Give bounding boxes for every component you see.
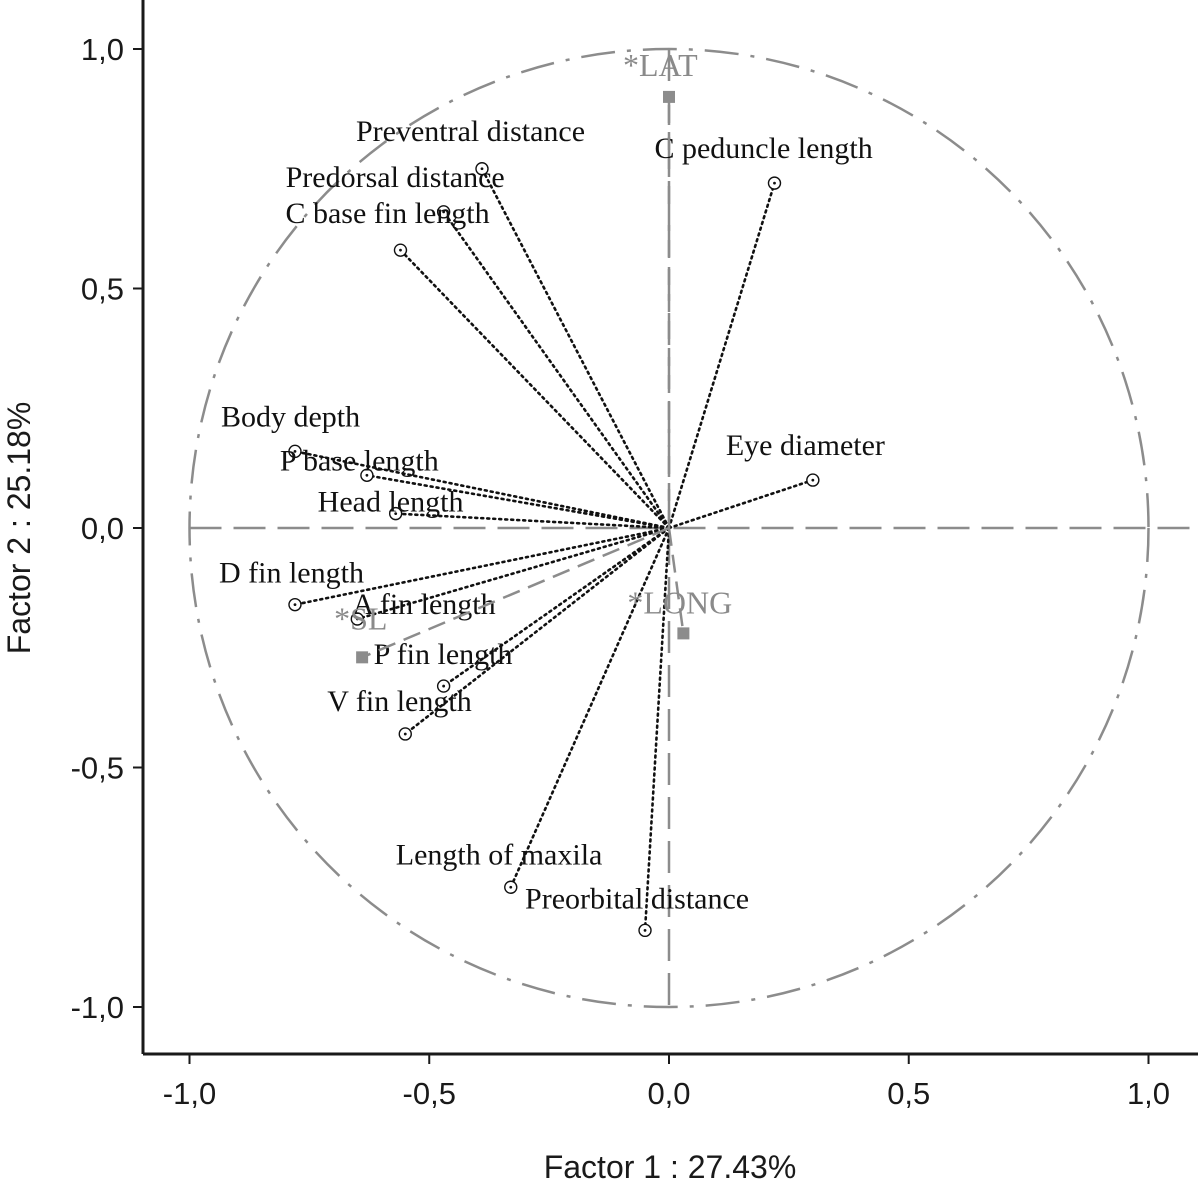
y-tick-label: 0,5: [81, 272, 124, 307]
ticks: -1,0 -0,5 0,0 0,5 1,0 1,0 0,5 0,0 -0,5 -1,0: [71, 32, 1170, 1111]
y-tick-label: -0,5: [71, 751, 124, 786]
variable-point-center: [355, 617, 359, 621]
y-tick-label: -1,0: [71, 990, 124, 1025]
loading-vector: [509, 526, 671, 889]
x-tick-label: 0,5: [887, 1076, 930, 1111]
x-tick-label: 1,0: [1127, 1076, 1170, 1111]
supplementary-vector: [361, 526, 670, 659]
loading-vector: [667, 478, 815, 530]
loading-vector: [394, 512, 671, 530]
x-tick-label: -1,0: [163, 1076, 216, 1111]
supplementary-label: *LAT: [623, 47, 698, 83]
loading-vector: [442, 210, 671, 530]
variable-label: P base length: [280, 444, 439, 477]
loading-vector: [480, 167, 671, 530]
loading-vector: [667, 181, 776, 530]
variable-label: Preorbital distance: [525, 882, 749, 915]
variable-label: Length of maxila: [396, 838, 603, 871]
supplementary-vector: [667, 527, 685, 634]
loading-vector: [293, 450, 671, 530]
variable-point-center: [442, 210, 446, 214]
loading-vector: [365, 474, 671, 530]
loading-vector: [403, 526, 671, 736]
variable-label: C peduncle length: [654, 132, 872, 165]
variable-point-center: [442, 684, 446, 688]
supplementary-point: [663, 90, 675, 103]
variable-label: Eye diameter: [726, 429, 885, 462]
supplementary-label: *LONG: [627, 584, 732, 620]
loading-vector: [293, 526, 671, 606]
variable-label: D fin length: [219, 557, 364, 590]
variable-point-center: [394, 512, 398, 516]
variable-point-center: [509, 885, 513, 889]
loading-vector: [356, 526, 671, 621]
variable-point-center: [293, 603, 297, 607]
variable-point-center: [643, 928, 647, 932]
variable-label: Head length: [318, 486, 464, 519]
variable-label: A fin length: [352, 588, 495, 621]
y-tick-label: 0,0: [81, 511, 124, 546]
variable-label: Body depth: [221, 400, 360, 433]
loading-vector: [399, 248, 671, 530]
variable-label: V fin length: [327, 685, 471, 718]
variable-point-center: [293, 449, 297, 453]
supplementary-point: [677, 627, 690, 640]
x-tick-label: 0,0: [647, 1076, 690, 1111]
variable-label: Predorsal distance: [286, 161, 505, 194]
loading-vector: [643, 526, 671, 932]
supplementary-point: [356, 651, 369, 664]
variable-label: C base fin length: [285, 197, 489, 230]
variable-point-center: [399, 248, 402, 252]
variable-point-center: [365, 473, 369, 477]
variable-point-center: [811, 478, 815, 482]
variable-label: Preventral distance: [356, 115, 585, 148]
variable-label: P fin length: [374, 638, 513, 671]
x-tick-label: -0,5: [403, 1076, 456, 1111]
variable-point-center: [480, 167, 484, 171]
x-axis-title: Factor 1 : 27.43%: [544, 1149, 797, 1185]
variable-point-center: [773, 181, 776, 185]
supplementary-label: *SL: [334, 600, 387, 636]
variable-point-center: [403, 732, 407, 736]
y-axis-title: Factor 2 : 25.18%: [1, 402, 37, 655]
y-tick-label: 1,0: [81, 32, 124, 67]
loading-vector: [442, 526, 671, 688]
